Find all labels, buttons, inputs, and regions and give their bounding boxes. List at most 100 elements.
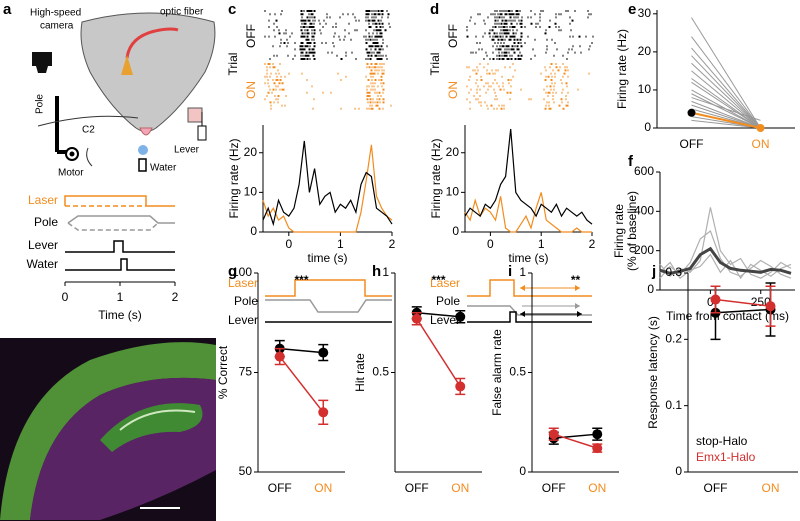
x-axis-label: time (s) <box>509 251 549 265</box>
panel-letter: c <box>228 1 236 18</box>
category-label: OFF <box>405 481 429 495</box>
legend-entry: Emx1-Halo <box>696 450 756 464</box>
series-line <box>659 246 792 275</box>
x-tick-label: 0 <box>285 237 292 251</box>
y-axis-label: Firing rate (Hz) <box>615 29 629 109</box>
pair-line <box>691 70 761 129</box>
pair-line <box>691 36 761 129</box>
x-tick-label: 0 <box>487 237 494 251</box>
panel-letter: i <box>508 263 512 280</box>
pair-line <box>691 62 761 129</box>
y-tick-label: 20 <box>446 145 460 159</box>
y-tick-label: 10 <box>638 82 652 96</box>
point <box>455 381 466 392</box>
point <box>765 301 776 312</box>
point <box>687 108 696 117</box>
annotation: *** <box>431 273 445 287</box>
y-tick-label: 400 <box>634 204 654 218</box>
trial-timing-label: Lever <box>228 313 258 327</box>
pair-line <box>691 111 761 129</box>
timing-label: Water <box>26 257 58 271</box>
point <box>592 429 603 440</box>
point <box>274 351 285 362</box>
series-line <box>464 192 592 233</box>
category-label: OFF <box>680 137 704 151</box>
category-label: OFF <box>268 481 292 495</box>
raster-label: ON <box>446 81 460 99</box>
point <box>548 429 559 440</box>
timing-label: Pole <box>34 215 58 229</box>
y-tick-label: 600 <box>634 164 654 178</box>
series-line <box>553 433 598 449</box>
pair-line <box>691 81 761 129</box>
y-axis-label: Firing rate (Hz) <box>227 138 241 218</box>
y-axis-label: Firing rate (Hz) <box>429 138 443 218</box>
annotation: ** <box>571 273 581 287</box>
point <box>318 347 329 358</box>
y-tick-label: 0.1 <box>665 398 682 412</box>
point <box>318 407 329 418</box>
y-axis-label: False alarm rate <box>490 329 504 416</box>
pair-line <box>691 93 761 129</box>
series-line <box>715 298 771 307</box>
x-tick-label: 0 <box>707 295 714 309</box>
y-tick-label: 0.5 <box>509 365 526 379</box>
series-line <box>279 347 324 354</box>
y-tick-label: 0 <box>250 224 257 238</box>
point <box>411 313 422 324</box>
trial-timing-label: Pole <box>234 294 258 308</box>
category-label: OFF <box>704 481 728 495</box>
raster-label: OFF <box>446 24 460 48</box>
series-line <box>262 140 393 227</box>
camera-label: High-speed <box>30 8 81 19</box>
timing-x-label: Time (s) <box>98 308 142 322</box>
y-tick-label: 1 <box>519 265 526 279</box>
raster-label: ON <box>244 81 258 99</box>
series-line <box>262 144 393 233</box>
y-axis-label: (% of baseline) <box>625 191 639 271</box>
histology-image <box>0 338 216 521</box>
y-tick-label: 1 <box>382 265 389 279</box>
y-tick-label: 20 <box>638 44 652 58</box>
motor-label: Motor <box>58 168 84 179</box>
x-tick-label: 0 <box>62 290 69 304</box>
category-label: ON <box>752 137 770 151</box>
legend-entry: stop-Halo <box>696 434 748 448</box>
timing-label: Lever <box>28 238 58 252</box>
category-label: ON <box>314 481 332 495</box>
x-tick-label: 2 <box>589 237 596 251</box>
category-label: ON <box>762 481 780 495</box>
series-line <box>464 128 593 225</box>
timing-label: Laser <box>28 193 58 207</box>
series-line <box>715 308 771 314</box>
timing-traces <box>64 195 175 283</box>
category-label: ON <box>451 481 469 495</box>
y-tick-label: 10 <box>446 185 460 199</box>
category-label: ON <box>588 481 606 495</box>
x-axis-label: time (s) <box>308 251 348 265</box>
pole-label: Pole <box>35 94 46 114</box>
lever-label: Lever <box>174 145 200 156</box>
panel-letter: e <box>628 1 636 18</box>
camera-label: camera <box>40 21 74 32</box>
series-line <box>279 356 324 413</box>
pair-line <box>691 119 761 129</box>
y-tick-label: 0 <box>675 464 682 478</box>
y-tick-label: 0 <box>519 464 526 478</box>
y-tick-label: 20 <box>244 145 258 159</box>
pair-line <box>691 104 761 129</box>
pair-line <box>691 78 761 129</box>
trial-timing-label: Laser <box>430 276 460 290</box>
y-tick-label: 10 <box>244 185 258 199</box>
y-axis-label: % Correct <box>216 345 230 399</box>
raster-label: OFF <box>244 24 258 48</box>
panel-letter: b <box>6 325 15 342</box>
whisker-label: C2 <box>82 125 95 136</box>
y-tick-label: 0 <box>452 224 459 238</box>
trial-timing-label: Pole <box>436 294 460 308</box>
pair-line <box>691 100 761 129</box>
point <box>592 443 603 454</box>
trial-timing <box>265 279 592 323</box>
series-line <box>416 318 461 387</box>
